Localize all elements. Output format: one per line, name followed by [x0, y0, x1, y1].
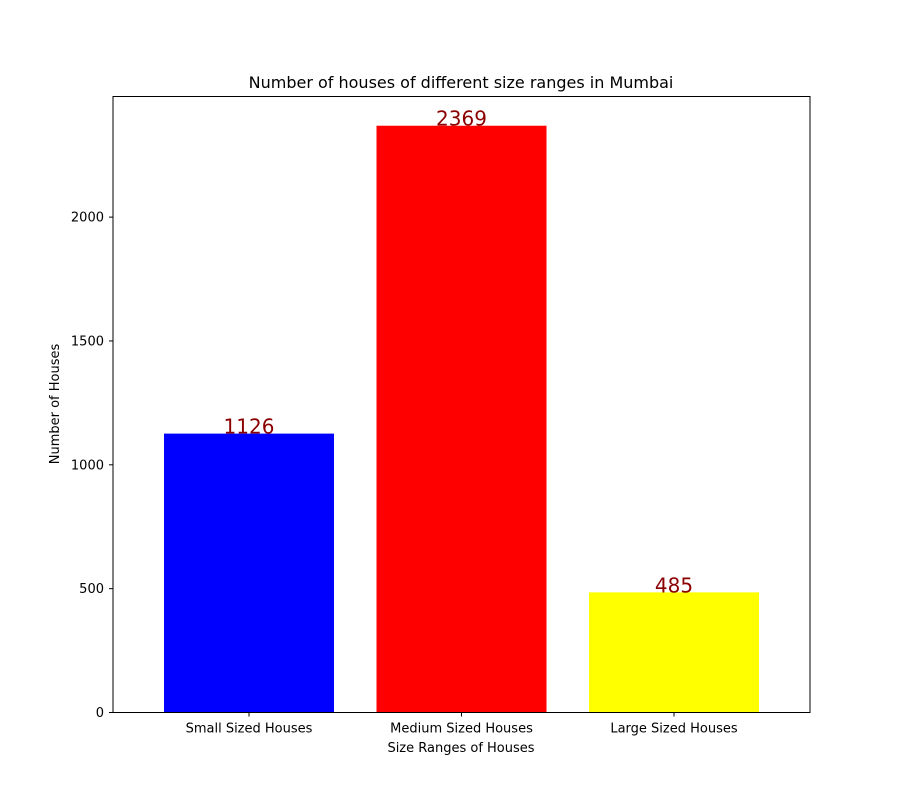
x-tick-label: Large Sized Houses: [610, 722, 738, 737]
bar-medium-sized-houses: [376, 125, 547, 713]
x-tick-label: Small Sized Houses: [186, 722, 313, 737]
y-axis: 0 500 1000 1500 2000: [71, 211, 113, 721]
bar-small-sized-houses: [164, 433, 334, 713]
x-tick-label: Medium Sized Houses: [390, 722, 533, 737]
x-axis: Small Sized Houses Medium Sized Houses Lar…: [186, 712, 738, 737]
data-labels-layer: 1126 2369 485: [224, 107, 694, 598]
x-axis-label: Size Ranges of Houses: [387, 741, 534, 756]
data-label: 1126: [224, 415, 275, 439]
bar-large-sized-houses: [589, 592, 759, 713]
data-label: 485: [655, 573, 693, 597]
y-tick-label: 1000: [71, 458, 104, 473]
y-tick-label: 0: [96, 706, 104, 721]
y-tick-label: 500: [79, 582, 104, 597]
data-label: 2369: [436, 107, 487, 131]
y-axis-label: Number of Houses: [48, 344, 63, 465]
bars-layer: [164, 125, 759, 713]
y-tick-label: 2000: [71, 211, 104, 226]
chart-title: Number of houses of different size range…: [249, 73, 674, 92]
y-tick-label: 1500: [71, 334, 104, 349]
